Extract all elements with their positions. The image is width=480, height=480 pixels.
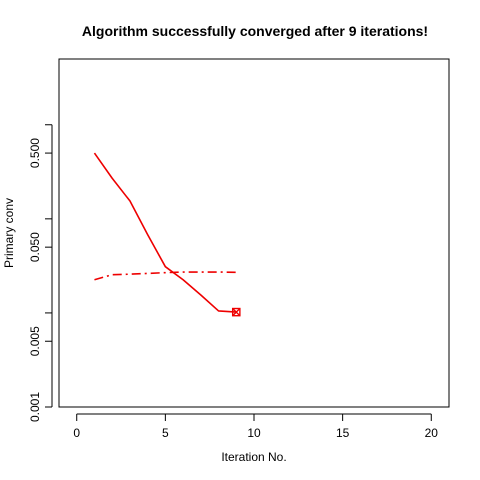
convergence-end-marker <box>231 307 241 317</box>
y-tick-label: 0.005 <box>28 326 42 356</box>
x-tick-label: 0 <box>73 426 80 440</box>
x-tick-label: 5 <box>162 426 169 440</box>
plot-frame <box>58 58 450 408</box>
y-tick-label: 0.050 <box>28 232 42 262</box>
x-axis: 0 5 10 15 20 <box>73 413 439 440</box>
chart-title: Algorithm successfully converged after 9… <box>82 23 428 39</box>
y-axis-label: Primary conv <box>2 198 16 268</box>
series-line-1 <box>93 152 237 313</box>
end-marker-box <box>231 307 241 317</box>
y-tick-label: 0.001 <box>28 392 42 422</box>
x-tick-label: 10 <box>247 426 261 440</box>
series-line-2 <box>94 271 237 281</box>
y-tick-label: 0.500 <box>28 138 42 168</box>
x-axis-label: Iteration No. <box>221 450 286 464</box>
x-tick-label: 15 <box>336 426 350 440</box>
series-layer <box>93 152 241 317</box>
y-axis: 0.001 0.005 0.050 0.500 <box>28 124 53 422</box>
x-tick-label: 20 <box>425 426 439 440</box>
end-marker-cross-b <box>232 308 241 317</box>
